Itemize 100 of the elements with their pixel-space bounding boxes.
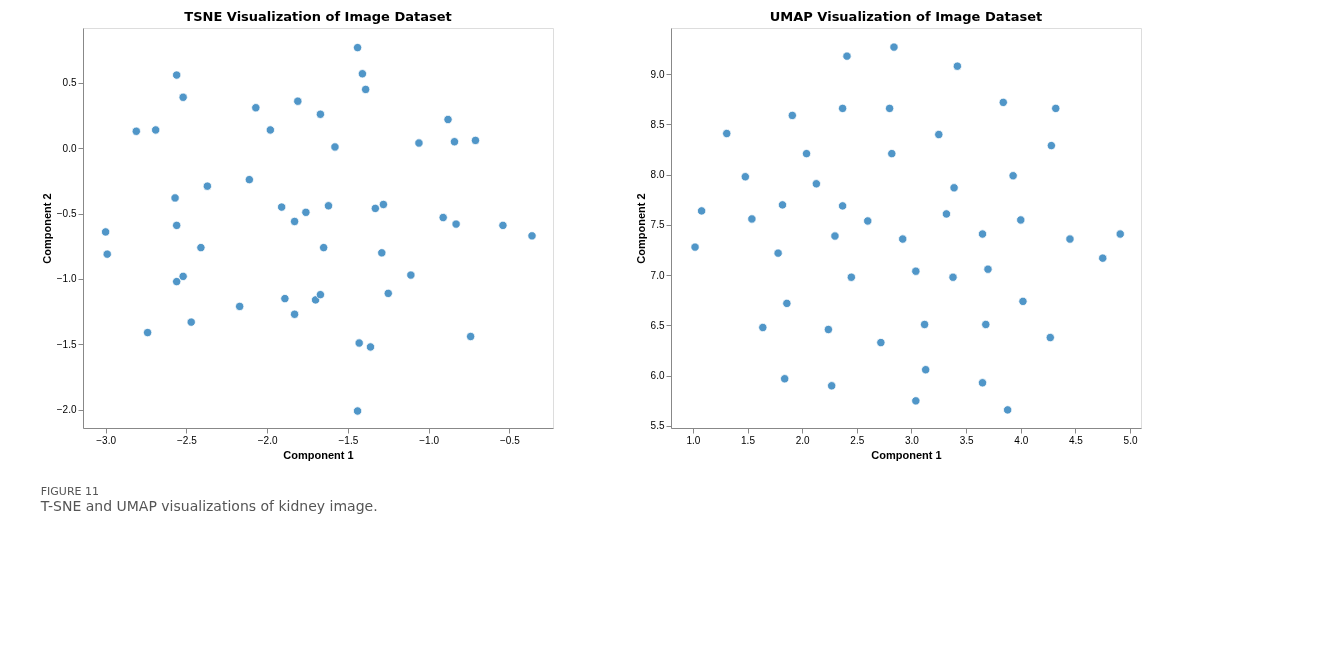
x-tick-label: −1.5 xyxy=(338,434,359,446)
point xyxy=(697,206,707,216)
point xyxy=(740,172,750,182)
x-tick-label: 2.0 xyxy=(795,434,811,446)
point xyxy=(365,342,376,352)
y-tick-label: 8.5 xyxy=(650,118,665,130)
caption: FIGURE 11 xyxy=(40,484,99,498)
point xyxy=(196,243,206,253)
point xyxy=(406,270,416,280)
point xyxy=(823,324,833,335)
point xyxy=(827,381,837,391)
x-tick-label: 5.0 xyxy=(1123,434,1138,446)
y-tick-label: 7.5 xyxy=(650,219,665,231)
point xyxy=(470,135,481,145)
x-tick-label: −0.5 xyxy=(500,434,521,446)
point xyxy=(451,219,461,229)
x-tick-label: 1.0 xyxy=(686,434,701,446)
point xyxy=(722,128,732,139)
point xyxy=(885,103,895,113)
point xyxy=(330,142,340,152)
y-tick-label: 0.0 xyxy=(62,142,77,154)
point xyxy=(911,396,921,406)
point xyxy=(172,220,182,230)
x-tick-label: −3.0 xyxy=(96,434,117,446)
point xyxy=(370,203,380,213)
point xyxy=(466,331,476,342)
point xyxy=(265,125,275,135)
point xyxy=(323,201,334,211)
point xyxy=(352,43,363,53)
point xyxy=(777,200,788,210)
point xyxy=(301,207,311,217)
point xyxy=(290,309,300,319)
point xyxy=(773,248,783,258)
point xyxy=(277,202,287,212)
point xyxy=(811,179,821,189)
point xyxy=(498,220,508,230)
point xyxy=(443,114,453,125)
y-tick-label: 5.5 xyxy=(650,420,665,432)
point xyxy=(315,109,326,119)
point xyxy=(846,272,856,282)
point xyxy=(1051,103,1061,113)
point xyxy=(186,317,196,327)
point xyxy=(981,319,991,330)
x-axis-title: Component 1 xyxy=(283,448,354,461)
chart-title: TSNE Visualization of Image Dataset xyxy=(184,9,452,24)
point xyxy=(787,110,797,121)
point xyxy=(178,271,188,281)
point xyxy=(352,406,363,416)
point xyxy=(949,183,959,193)
point xyxy=(801,149,812,159)
y-tick-label: −1.0 xyxy=(56,273,77,285)
y-tick-label: −0.5 xyxy=(56,208,77,220)
point xyxy=(354,338,364,348)
point xyxy=(1045,332,1055,343)
point xyxy=(911,266,921,276)
point xyxy=(280,294,290,304)
point xyxy=(920,319,930,330)
point xyxy=(377,248,387,258)
point xyxy=(290,216,300,227)
y-tick-label: −2.0 xyxy=(56,404,77,416)
point xyxy=(934,129,944,140)
x-tick-label: −2.5 xyxy=(176,434,198,446)
point xyxy=(1098,253,1108,263)
point xyxy=(378,199,388,210)
point xyxy=(1115,229,1125,239)
point xyxy=(1046,141,1056,151)
chart-title: UMAP Visualization of Image Dataset xyxy=(769,9,1043,24)
point xyxy=(102,249,112,259)
point xyxy=(151,125,161,135)
point xyxy=(202,181,212,191)
point xyxy=(235,301,245,312)
point xyxy=(178,92,188,102)
point xyxy=(131,126,141,136)
y-tick-label: 6.5 xyxy=(650,319,665,331)
point xyxy=(998,97,1008,107)
point xyxy=(941,209,952,219)
point xyxy=(977,229,988,239)
point xyxy=(438,212,448,223)
point xyxy=(319,243,329,253)
point xyxy=(747,214,757,224)
point xyxy=(1016,215,1026,225)
x-tick-label: 3.5 xyxy=(959,434,974,446)
x-tick-label: 4.0 xyxy=(1014,434,1029,446)
point xyxy=(1008,171,1018,181)
point xyxy=(101,227,111,237)
x-tick-label: 4.5 xyxy=(1068,434,1084,446)
y-tick-label: 6.0 xyxy=(650,370,665,382)
point xyxy=(449,137,460,147)
y-tick-label: 0.5 xyxy=(62,77,77,89)
text: T-SNE and UMAP visualizations of kidney image. xyxy=(39,497,378,514)
x-tick-label: −2.0 xyxy=(257,434,278,446)
point xyxy=(782,298,792,308)
point xyxy=(690,242,700,252)
x-axis-title: Component 1 xyxy=(871,448,942,461)
point xyxy=(1018,296,1028,306)
point xyxy=(527,231,537,241)
point xyxy=(414,138,424,148)
x-tick-label: 1.5 xyxy=(741,434,756,446)
point xyxy=(143,328,153,338)
y-tick-label: 8.0 xyxy=(650,169,665,181)
